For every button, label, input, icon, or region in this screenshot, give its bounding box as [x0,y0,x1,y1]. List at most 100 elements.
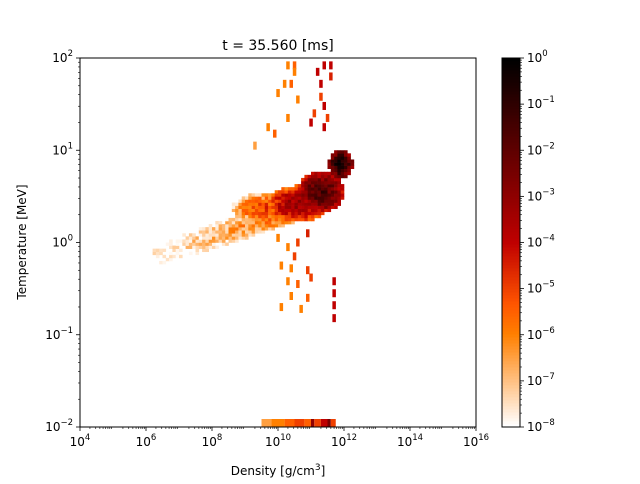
heatmap-cell [320,171,325,176]
heatmap-cell [330,162,335,166]
heatmap-cell [291,187,295,191]
heatmap-cell [311,196,315,200]
heatmap-cell [330,193,335,197]
heatmap-cell [261,205,266,209]
colorbar-segment [502,406,520,410]
heatmap-cell [218,227,223,231]
heatmap-cell [337,184,341,188]
heatmap-cell [304,202,308,206]
colorbar-segment [502,121,520,125]
scatter-cell [292,252,297,261]
heatmap-cell [317,199,322,203]
heatmap-cell [337,196,341,200]
scatter-cell [332,277,336,286]
heatmap-cell [228,220,233,225]
heatmap-cell [284,205,289,209]
heatmap-cell [215,239,219,243]
heatmap-cell [245,202,249,206]
colorbar-tick-label: 10−7 [527,372,555,388]
heatmap-cell [347,165,351,170]
heatmap-cell [221,239,226,243]
heatmap-cell [297,199,302,203]
heatmap-cell [231,233,236,237]
heatmap-cell [284,187,289,191]
heatmap-cell [268,199,272,203]
heatmap-cell [297,190,302,194]
colorbar-segment [502,415,520,419]
heatmap-cell [225,236,229,240]
heatmap-cell [274,199,279,203]
heatmap-cell [205,233,209,237]
heatmap-cell [188,251,193,256]
heatmap-cell [337,168,341,173]
plot-background [80,58,476,427]
heatmap-cell [231,220,236,225]
heatmap-cell [314,199,318,203]
heatmap-cell [182,239,186,243]
heatmap-cell [195,239,200,243]
colorbar-segment [502,316,520,320]
heatmap-cell [241,208,246,213]
heatmap-cell [337,150,341,154]
heatmap-cell [314,211,318,216]
heatmap-cell [264,220,269,225]
heatmap-cell [264,214,269,219]
colorbar-segment [502,292,520,296]
heatmap-cell [241,236,246,240]
heatmap-cell [314,214,318,219]
heatmap-cell [301,196,305,200]
colorbar-segment [502,364,520,368]
heatmap-cell [264,224,269,228]
colorbar-segment [502,295,520,299]
heatmap-cell [258,196,262,200]
heatmap-cell [271,220,275,225]
heatmap-cell [287,196,292,200]
heatmap-cell [264,217,269,222]
colorbar-segment [502,409,520,413]
heatmap-cell [278,224,282,228]
heatmap-cell [330,159,335,163]
heatmap-cell [317,205,322,209]
colorbar-segment [502,169,520,173]
heatmap-cell [311,171,315,176]
floor-strip-cell [304,419,311,427]
heatmap-cell [314,205,318,209]
heatmap-cell [340,184,345,188]
colorbar-segment [502,178,520,182]
heatmap-cell [268,227,272,231]
heatmap-cell [307,199,312,203]
y-tick-label: 100 [52,234,73,250]
heatmap-cell [162,260,167,265]
heatmap-cell [304,181,308,185]
heatmap-cell [287,202,292,206]
heatmap-cell [278,199,282,203]
heatmap-cell [281,190,285,194]
heatmap-cell [254,217,259,222]
heatmap-cell [274,202,279,206]
colorbar-segment [502,154,520,158]
heatmap-cell [245,227,249,231]
heatmap-cell [297,214,302,219]
heatmap-cell [159,260,163,265]
heatmap-cell [337,174,341,179]
floor-strip-cell [294,419,305,427]
heatmap-cell [327,187,332,191]
heatmap-cell [287,220,292,225]
heatmap-cell [264,196,269,200]
heatmap-cell [258,193,262,197]
heatmap-cell [152,251,157,256]
heatmap-cell [278,208,282,213]
heatmap-cell [304,190,308,194]
heatmap-cell [301,217,305,222]
colorbar-segment [502,421,520,425]
colorbar-segment [502,358,520,362]
heatmap-cell [317,184,322,188]
heatmap-cell [294,217,299,222]
heatmap-cell [225,220,229,225]
heatmap-cell [208,239,213,243]
heatmap-cell [320,181,325,185]
heatmap-cell [215,233,219,237]
heatmap-cell [284,220,289,225]
heatmap-cell [324,177,328,182]
heatmap-cell [337,156,341,160]
